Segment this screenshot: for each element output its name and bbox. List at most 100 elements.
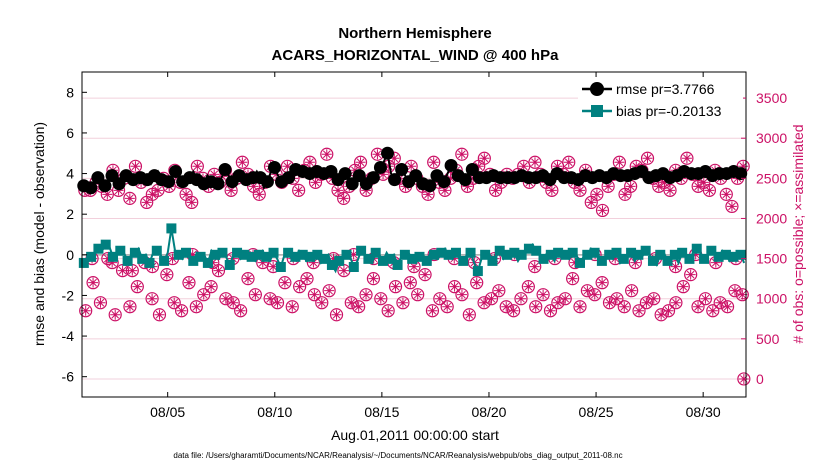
obs-possible-high-86 <box>562 155 576 169</box>
obs-marker-low-13 <box>175 304 189 318</box>
bias-point-92 <box>414 251 425 262</box>
obs-possible-low-48 <box>433 292 447 306</box>
obs-possible-low-80 <box>669 296 683 310</box>
obs-possible-low-66 <box>566 272 580 286</box>
obs-marker-low-19 <box>219 292 233 306</box>
obs-assimilated-high-6 <box>113 185 124 196</box>
obs-possible-low-56 <box>492 284 506 298</box>
rmse-point-6 <box>98 179 112 193</box>
bias-point-16 <box>137 253 148 264</box>
obs-marker-high-115 <box>725 199 739 214</box>
obs-assimilated-mid-5 <box>187 249 198 260</box>
bias-point-84 <box>385 253 396 264</box>
obs-marker-low-61 <box>529 300 543 314</box>
obs-assimilated-low-15 <box>191 301 202 312</box>
obs-marker-low-52 <box>462 308 476 322</box>
bias-point-104 <box>458 255 469 266</box>
obs-assimilated-high-110 <box>698 177 709 188</box>
obs-marker-low-56 <box>492 284 506 298</box>
obs-marker-high-88 <box>573 183 587 197</box>
obs-marker-low-69 <box>588 288 602 302</box>
obs-assimilated-low-41 <box>383 305 394 316</box>
obs-assimilated-low-72 <box>611 293 622 304</box>
bias-point-32 <box>195 251 206 262</box>
obs-assimilated-mid-12 <box>328 253 339 264</box>
right-tick-label-6: 3000 <box>756 130 787 146</box>
rmse-point-86 <box>381 146 395 160</box>
obs-marker-low-76 <box>639 296 654 310</box>
bias-point-156 <box>647 255 658 266</box>
obs-marker-mid-29 <box>668 259 683 274</box>
obs-possible-low-59 <box>514 292 528 306</box>
bias-point-166 <box>684 253 695 264</box>
obs-marker-low-55 <box>484 292 499 306</box>
rmse-point-82 <box>366 171 380 185</box>
bias-point-50 <box>261 251 272 262</box>
obs-possible-low-32 <box>315 296 329 310</box>
obs-assimilated-low-81 <box>678 281 689 292</box>
obs-marker-low-47 <box>425 304 440 318</box>
obs-assimilated-low-87 <box>722 301 733 312</box>
obs-possible-low-84 <box>698 292 713 306</box>
obs-possible-low-51 <box>455 288 469 302</box>
right-axis-ticks: 0 500 1000 1500 2000 2500 3000 3500 <box>741 90 787 387</box>
obs-marker-low-58 <box>506 304 521 318</box>
plot-frame <box>82 72 746 397</box>
obs-assimilated-low-58 <box>508 305 519 316</box>
obs-assimilated-low-39 <box>368 273 379 284</box>
bias-point-0 <box>78 257 89 268</box>
obs-assimilated-low-67 <box>575 301 585 312</box>
bias-point-124 <box>531 245 542 256</box>
x-tick-label-0: 08/05 <box>150 404 185 420</box>
obs-marker-high-96 <box>618 187 632 201</box>
bias-point-70 <box>334 255 345 266</box>
obs-assimilated-high-11 <box>141 197 152 208</box>
obs-assimilated-low-37 <box>353 301 364 312</box>
obs-possible-low-64 <box>551 296 565 310</box>
obs-assimilated-low-57 <box>501 301 512 312</box>
obs-marker-high-95 <box>612 155 626 169</box>
obs-possible-low-72 <box>610 292 624 306</box>
obs-marker-low-35 <box>337 264 351 278</box>
obs-marker-low-54 <box>477 296 491 310</box>
obs-assimilated-high-40 <box>304 157 315 168</box>
obs-possible-low-71 <box>602 296 617 310</box>
footer-data-file: data file: /Users/gharamti/Documents/NCA… <box>173 451 622 460</box>
bias-point-48 <box>253 249 264 260</box>
right-tick-label-0: 0 <box>756 371 764 387</box>
obs-assimilated-low-76 <box>641 297 652 308</box>
obs-assimilated-high-43 <box>321 149 332 160</box>
right-tick-label-5: 2500 <box>756 170 787 186</box>
obs-assimilated-high-52 <box>372 149 383 160</box>
obs-marker-low-4 <box>108 308 122 322</box>
obs-assimilated-low-56 <box>493 285 504 296</box>
legend-box <box>578 78 743 126</box>
obs-assimilated-low-0 <box>80 305 91 316</box>
obs-possible-low-4 <box>108 308 122 322</box>
obs-assimilated-low-32 <box>316 297 327 308</box>
obs-marker-high-91 <box>590 187 604 201</box>
bias-point-86 <box>392 259 403 270</box>
bias-point-130 <box>553 247 564 258</box>
obs-assimilated-low-59 <box>515 293 526 304</box>
obs-assimilated-mid-13 <box>348 249 359 260</box>
obs-assimilated-high-19 <box>186 197 197 208</box>
bias-point-98 <box>436 247 447 258</box>
obs-marker-low-70 <box>595 276 609 290</box>
right-tick-label-1: 500 <box>756 331 780 347</box>
obs-assimilated-low-19 <box>220 293 231 304</box>
obs-marker-high-8 <box>123 191 137 205</box>
obs-assimilated-high-30 <box>248 181 259 192</box>
left-tick-label-6: 6 <box>66 125 74 141</box>
obs-possible-mid-22 <box>528 259 542 274</box>
obs-possible-low-73 <box>617 300 631 314</box>
obs-marker-low-51 <box>455 288 469 302</box>
bias-point-168 <box>691 243 702 254</box>
obs-marker-low-2 <box>93 296 108 310</box>
obs-assimilated-high-62 <box>428 157 439 168</box>
obs-marker-high-67 <box>455 147 469 161</box>
obs-marker-low-22 <box>241 272 255 286</box>
x-tick-label-3: 08/20 <box>471 404 506 420</box>
obs-marker-high-19 <box>185 195 199 210</box>
bias-point-100 <box>443 249 454 260</box>
